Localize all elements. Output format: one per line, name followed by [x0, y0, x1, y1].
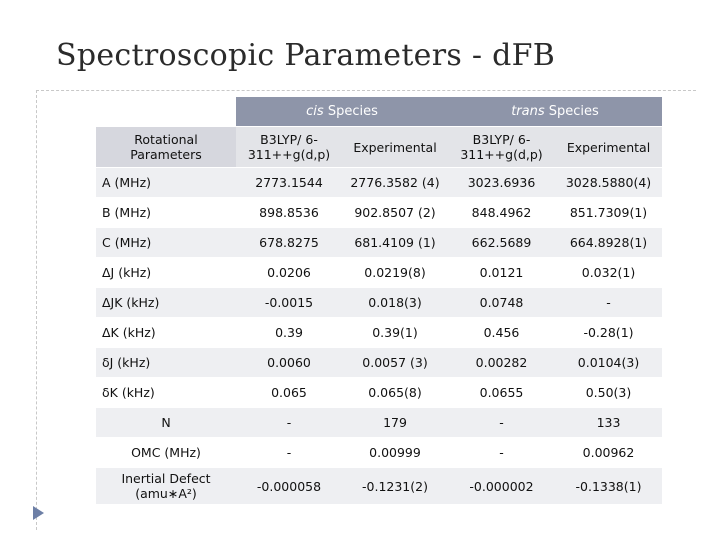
table-cell: 681.4109 (1) — [342, 227, 448, 258]
table-cell: 3028.5880(4) — [555, 167, 662, 198]
table-cell: 0.0748 — [448, 287, 555, 318]
table-row: N - 179 - 133 — [96, 407, 662, 438]
left-border-line — [36, 90, 37, 530]
row-label: N — [96, 407, 236, 438]
table-cell: 0.39 — [236, 317, 342, 348]
table-cell: 662.5689 — [448, 227, 555, 258]
row-label: B (MHz) — [96, 197, 236, 228]
table-cell: 678.8275 — [236, 227, 342, 258]
table-row: B (MHz) 898.8536 902.8507 (2) 848.4962 8… — [96, 197, 662, 228]
row-label: ΔJK (kHz) — [96, 287, 236, 318]
table-row: δK (kHz) 0.065 0.065(8) 0.0655 0.50(3) — [96, 377, 662, 408]
col-header-cis-experimental: Experimental — [342, 126, 448, 168]
table-cell: 664.8928(1) — [555, 227, 662, 258]
table-cell: -0.28(1) — [555, 317, 662, 348]
table-cell: 0.065 — [236, 377, 342, 408]
table-cell: 902.8507 (2) — [342, 197, 448, 228]
table-cell: 0.0655 — [448, 377, 555, 408]
header-divider — [36, 90, 696, 91]
table-cell: 0.0104(3) — [555, 347, 662, 378]
row-label: δK (kHz) — [96, 377, 236, 408]
table-cell: 848.4962 — [448, 197, 555, 228]
row-label: A (MHz) — [96, 167, 236, 198]
col-header-parameter: Rotational Parameters — [96, 126, 236, 168]
table-row: Inertial Defect (amu∗A²) -0.000058 -0.12… — [96, 467, 662, 504]
table-row: ΔJK (kHz) -0.0015 0.018(3) 0.0748 - — [96, 287, 662, 318]
group-header-row: cis Species trans Species — [96, 97, 662, 127]
table-cell: 2773.1544 — [236, 167, 342, 198]
row-label: C (MHz) — [96, 227, 236, 258]
row-label: δJ (kHz) — [96, 347, 236, 378]
column-header-row: Rotational Parameters B3LYP/ 6-311++g(d,… — [96, 126, 662, 168]
col-header-trans-experimental: Experimental — [555, 126, 662, 168]
table-cell: - — [236, 407, 342, 438]
table-row: C (MHz) 678.8275 681.4109 (1) 662.5689 6… — [96, 227, 662, 258]
cis-species-header: cis Species — [236, 97, 448, 127]
trans-label: trans — [511, 104, 545, 119]
table-cell: -0.0015 — [236, 287, 342, 318]
table-cell: 0.00962 — [555, 437, 662, 468]
cis-label: cis — [306, 104, 324, 119]
table-cell: -0.000058 — [236, 467, 342, 504]
col-header-trans-b3lyp: B3LYP/ 6-311++g(d,p) — [448, 126, 555, 168]
table-cell: -0.1231(2) — [342, 467, 448, 504]
table-cell: - — [236, 437, 342, 468]
table-cell: 2776.3582 (4) — [342, 167, 448, 198]
table-row: OMC (MHz) - 0.00999 - 0.00962 — [96, 437, 662, 468]
table-cell: -0.000002 — [448, 467, 555, 504]
col-header-cis-b3lyp: B3LYP/ 6-311++g(d,p) — [236, 126, 342, 168]
row-label: ΔK (kHz) — [96, 317, 236, 348]
parameters-table: cis Species trans Species Rotational Par… — [96, 97, 662, 504]
table-row: ΔJ (kHz) 0.0206 0.0219(8) 0.0121 0.032(1… — [96, 257, 662, 288]
table-cell: 851.7309(1) — [555, 197, 662, 228]
table-row: A (MHz) 2773.1544 2776.3582 (4) 3023.693… — [96, 167, 662, 198]
trans-suffix: Species — [544, 104, 599, 119]
table-cell: 0.39(1) — [342, 317, 448, 348]
table-cell: 0.032(1) — [555, 257, 662, 288]
trans-species-header: trans Species — [448, 97, 662, 127]
table-cell: 0.018(3) — [342, 287, 448, 318]
table-cell: 0.0219(8) — [342, 257, 448, 288]
table-cell: 0.50(3) — [555, 377, 662, 408]
table-row: ΔK (kHz) 0.39 0.39(1) 0.456 -0.28(1) — [96, 317, 662, 348]
table-cell: 0.0060 — [236, 347, 342, 378]
table-cell: - — [448, 437, 555, 468]
cis-suffix: Species — [323, 104, 378, 119]
table-cell: -0.1338(1) — [555, 467, 662, 504]
slide-bullet-icon — [33, 506, 44, 520]
table-cell: 0.0057 (3) — [342, 347, 448, 378]
table-cell: 0.00282 — [448, 347, 555, 378]
table-cell: 133 — [555, 407, 662, 438]
row-label: Inertial Defect (amu∗A²) — [96, 467, 236, 504]
row-label: OMC (MHz) — [96, 437, 236, 468]
header-corner-cell — [96, 97, 236, 127]
table-cell: 0.00999 — [342, 437, 448, 468]
table-cell: 0.0121 — [448, 257, 555, 288]
table-cell: 0.456 — [448, 317, 555, 348]
table-cell: 0.0206 — [236, 257, 342, 288]
row-label: ΔJ (kHz) — [96, 257, 236, 288]
table-cell: 179 — [342, 407, 448, 438]
table-row: δJ (kHz) 0.0060 0.0057 (3) 0.00282 0.010… — [96, 347, 662, 378]
table-cell: - — [448, 407, 555, 438]
slide-title: Spectroscopic Parameters - dFB — [56, 38, 556, 73]
table-cell: 3023.6936 — [448, 167, 555, 198]
table-cell: 0.065(8) — [342, 377, 448, 408]
table-cell: 898.8536 — [236, 197, 342, 228]
table-cell: - — [555, 287, 662, 318]
